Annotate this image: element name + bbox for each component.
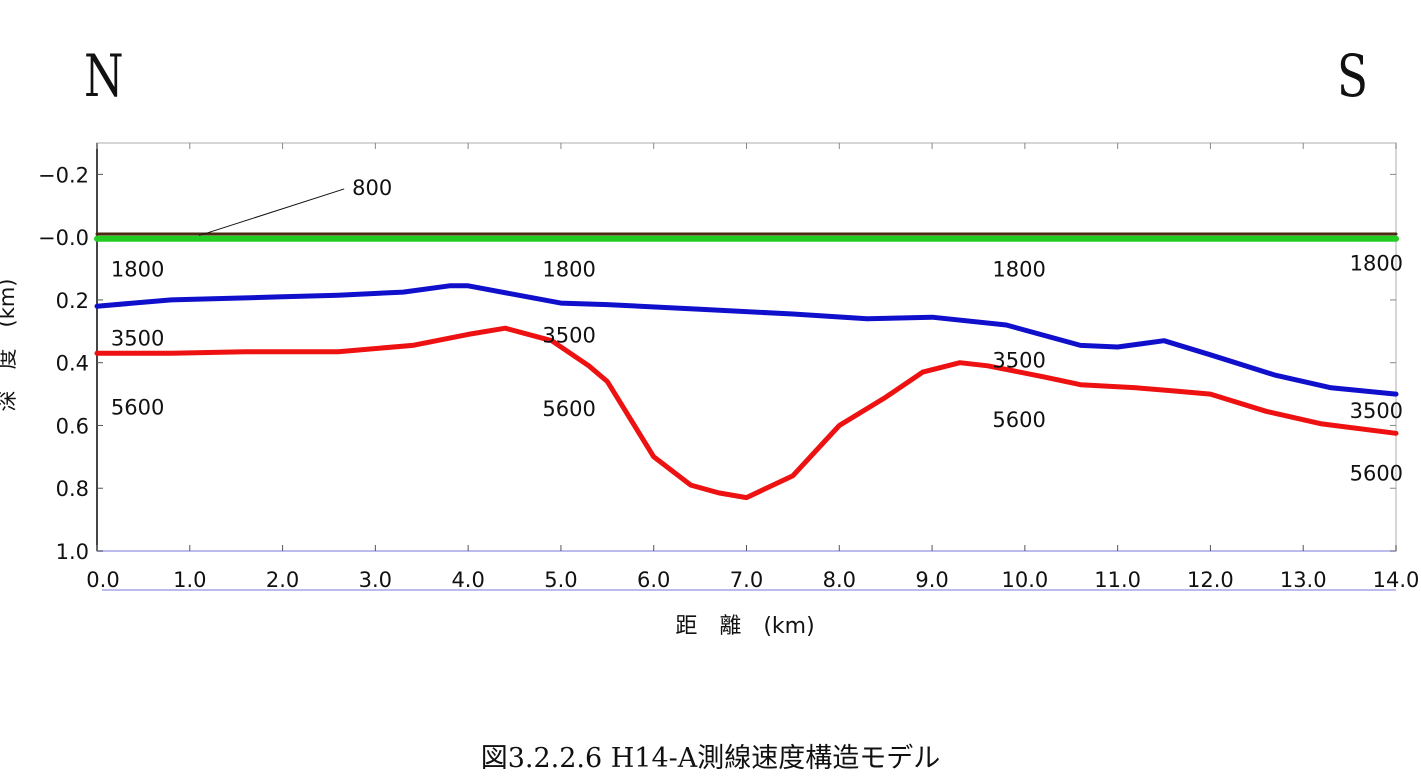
- x-tick-label: 9.0: [915, 568, 948, 592]
- velocity-structure-chart: 0.0 1.0 2.0 3.0 4.0 5.0 6.0 7.0 8.0 9.0 10.0 11.0 12…: [0, 142, 1419, 639]
- plot-frame: [96, 142, 1397, 591]
- x-tick-label: 12.0: [1187, 568, 1234, 592]
- velocity-label: 800: [352, 176, 392, 200]
- x-tick-label: 4.0: [451, 568, 484, 592]
- velocity-annotations: 800 1800 1800 1800 1800 3500 3500 3500 3500 5600 5…: [111, 176, 1403, 486]
- x-tick-label: 1.0: [173, 568, 206, 592]
- series-lines: [94, 232, 1399, 501]
- y-axis-label: 深 度 (km): [0, 278, 19, 411]
- velocity-label: 5600: [111, 396, 164, 420]
- x-tick-label: 10.0: [1001, 568, 1048, 592]
- velocity-label: 1800: [992, 258, 1045, 282]
- velocity-label: 1800: [1350, 251, 1403, 275]
- x-tick-label: 5.0: [544, 568, 577, 592]
- north-direction-label: N: [84, 42, 124, 110]
- x-tick-label: 14.0: [1373, 568, 1420, 592]
- velocity-label: 3500: [542, 323, 595, 347]
- y-tick-label: 0.4: [56, 352, 89, 376]
- y-tick-label: 0.2: [56, 289, 89, 313]
- velocity-label: 5600: [1350, 462, 1403, 486]
- y-tick-label: −0.0: [38, 226, 89, 250]
- y-tick-label: −0.2: [38, 163, 89, 187]
- x-axis-ticks: 0.0 1.0 2.0 3.0 4.0 5.0 6.0 7.0 8.0 9.0 10.0 11.0 12…: [86, 143, 1419, 592]
- velocity-label: 3500: [111, 327, 164, 351]
- x-tick-label: 7.0: [730, 568, 763, 592]
- plot-border: [96, 142, 1397, 552]
- x-tick-label: 0.0: [86, 568, 119, 592]
- y-tick-label: 0.8: [56, 477, 89, 501]
- series-line-3: [94, 325, 1399, 501]
- x-tick-label: 6.0: [637, 568, 670, 592]
- velocity-label: 3500: [992, 349, 1045, 373]
- velocity-label: 3500: [1350, 399, 1403, 423]
- x-tick-label: 8.0: [823, 568, 856, 592]
- y-tick-label: 0.6: [56, 414, 89, 438]
- figure-caption: 図3.2.2.6 H14-A測線速度構造モデル: [480, 743, 941, 774]
- velocity-label: 5600: [542, 397, 595, 421]
- x-axis-label: 距 離 (km): [675, 614, 814, 639]
- y-axis-ticks: −0.2 −0.0 0.2 0.4 0.6 0.8 1.0: [38, 163, 1396, 564]
- x-tick-label: 13.0: [1280, 568, 1327, 592]
- velocity-label: 1800: [111, 258, 164, 282]
- south-direction-label: S: [1337, 42, 1368, 110]
- y-tick-label: 1.0: [56, 540, 89, 564]
- series-line-2: [94, 283, 1399, 397]
- velocity-label: 1800: [542, 258, 595, 282]
- x-tick-label: 3.0: [359, 568, 392, 592]
- x-tick-label: 11.0: [1094, 568, 1141, 592]
- velocity-label: 5600: [992, 408, 1045, 432]
- annotation-leader: [198, 188, 345, 237]
- x-tick-label: 2.0: [266, 568, 299, 592]
